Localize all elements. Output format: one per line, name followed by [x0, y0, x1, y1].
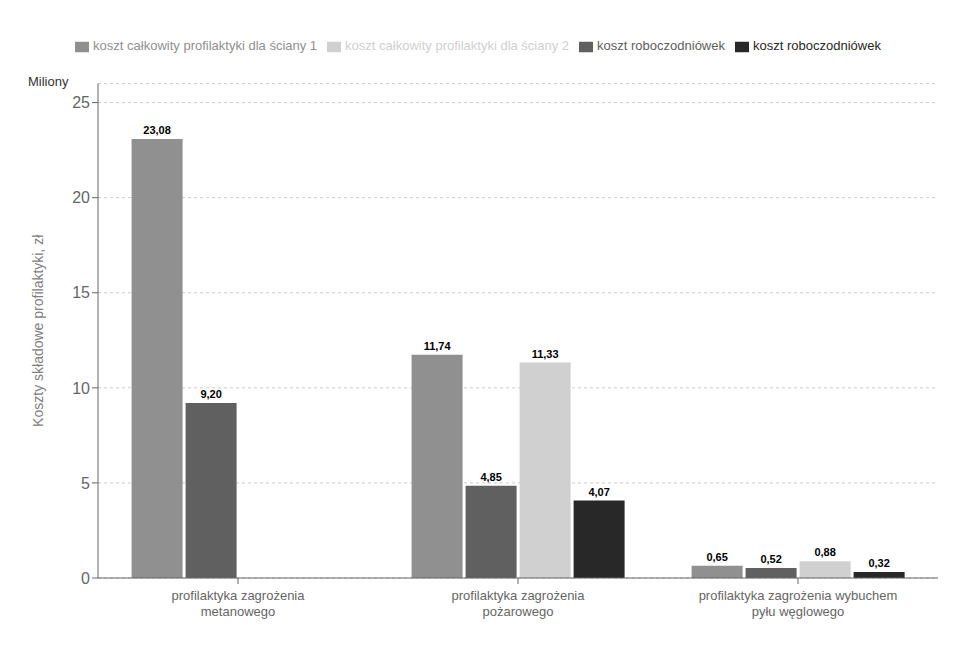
svg-text:15: 15 — [72, 284, 90, 301]
svg-text:11,33: 11,33 — [532, 348, 559, 360]
html-text:koszt całkowity profilaktyki d: koszt całkowity profilaktyki dla ściany … — [93, 38, 318, 53]
svg-text:0: 0 — [81, 570, 90, 587]
html-text:koszt całkowity profilaktyki d: koszt całkowity profilaktyki dla ściany … — [345, 38, 570, 53]
html-text:koszt roboczodniówek: koszt roboczodniówek — [753, 38, 881, 53]
svg-text:0,88: 0,88 — [814, 546, 835, 558]
svg-text:profilaktyka zagrożenia wybuch: profilaktyka zagrożenia wybuchempyłu węg… — [699, 588, 898, 619]
svg-text:0,52: 0,52 — [760, 553, 781, 565]
svg-text:25: 25 — [72, 94, 90, 111]
svg-text:11,74: 11,74 — [424, 340, 452, 352]
svg-text:10: 10 — [72, 380, 90, 397]
svg-text:Koszty składowe profilaktyki,: Koszty składowe profilaktyki, zł — [30, 234, 46, 427]
svg-text:profilaktyka zagrożeniametanow: profilaktyka zagrożeniametanowego — [172, 588, 306, 619]
svg-text:5: 5 — [81, 475, 90, 492]
svg-text:20: 20 — [72, 189, 90, 206]
svg-text:0,32: 0,32 — [868, 557, 889, 569]
html-text:Miliony: Miliony — [28, 74, 69, 89]
svg-text:4,07: 4,07 — [588, 486, 609, 498]
html-text:koszt roboczodniówek: koszt roboczodniówek — [597, 38, 725, 53]
svg-text:9,20: 9,20 — [200, 388, 221, 400]
svg-text:4,85: 4,85 — [480, 471, 501, 483]
svg-text:23,08: 23,08 — [143, 124, 171, 136]
svg-text:profilaktyka zagrożeniapożarow: profilaktyka zagrożeniapożarowego — [452, 588, 586, 619]
svg-text:0,65: 0,65 — [706, 551, 727, 563]
